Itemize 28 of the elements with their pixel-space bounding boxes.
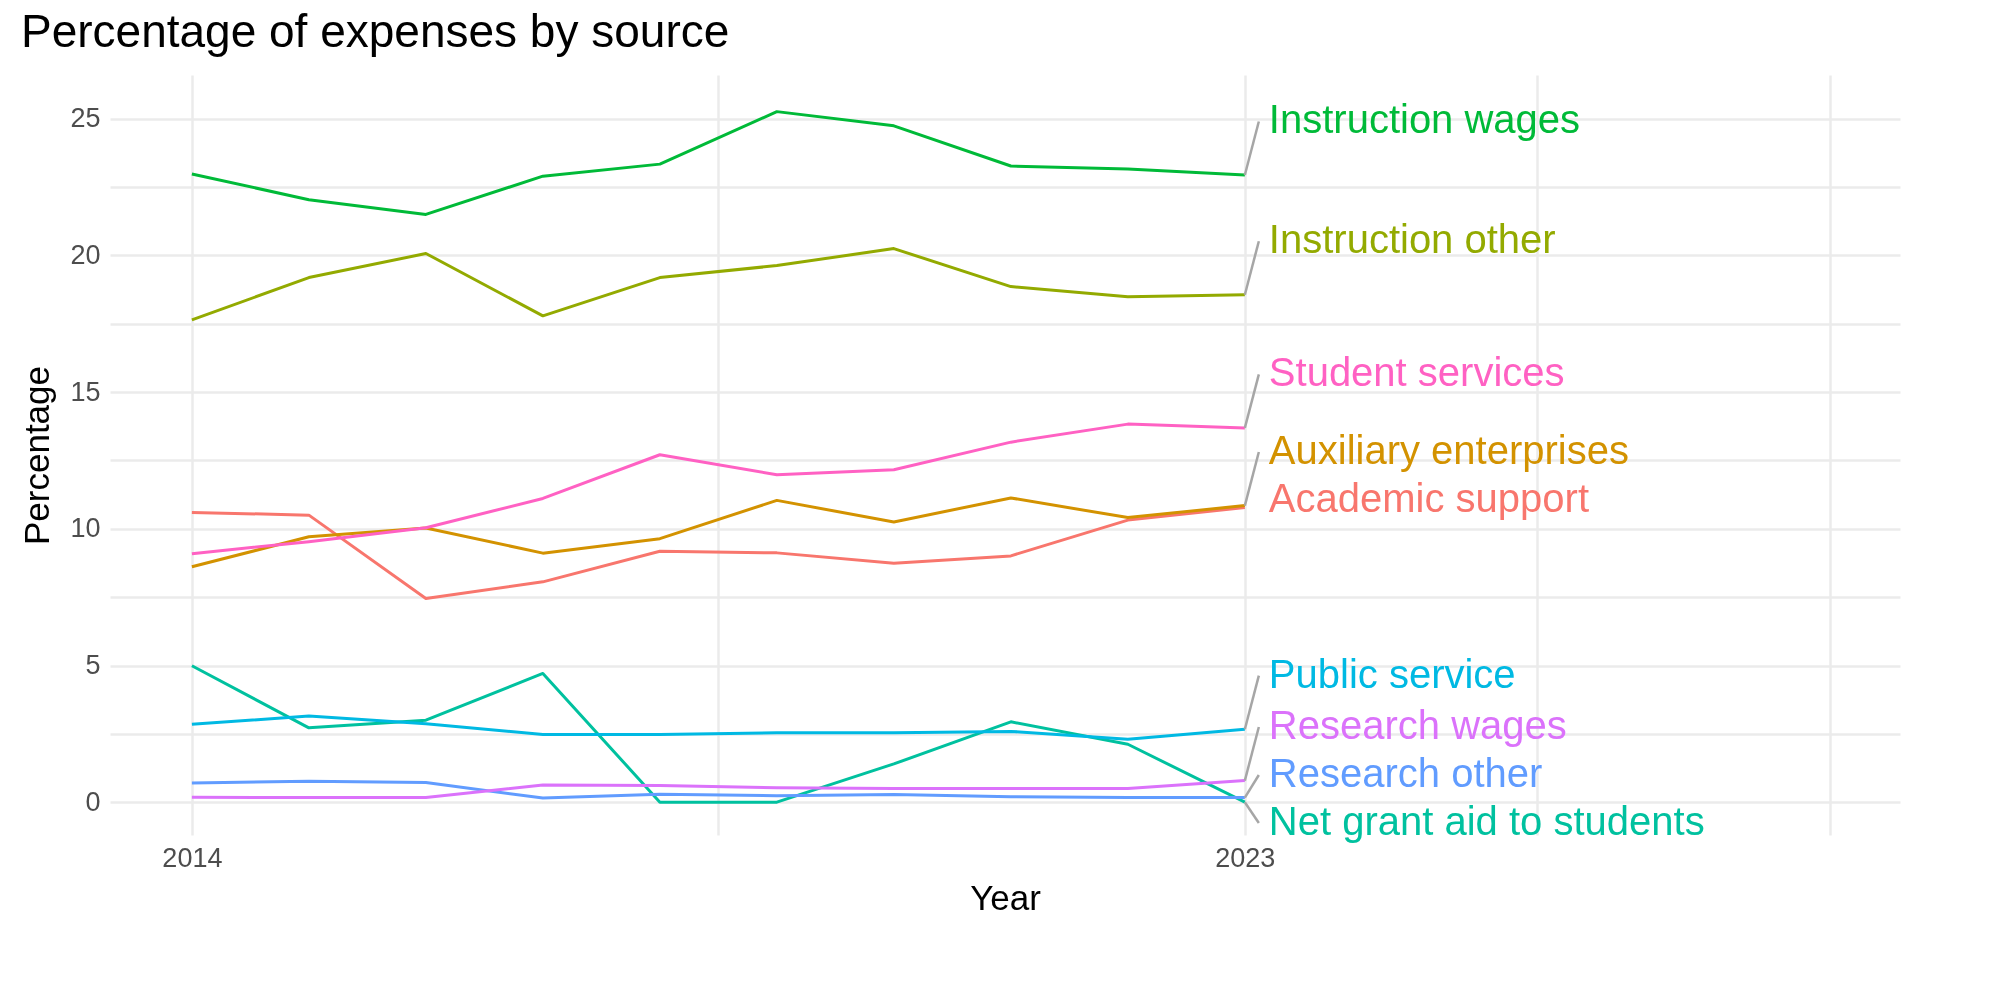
series-label: Instruction other xyxy=(1268,217,1556,262)
line-series xyxy=(190,496,1247,569)
line-series xyxy=(190,779,1247,800)
y-tick-label: 20 xyxy=(70,239,101,270)
line-series xyxy=(190,247,1247,322)
x-tick-label: 2014 xyxy=(162,842,223,873)
line-series xyxy=(190,664,1247,804)
series-label: Net grant aid to students xyxy=(1268,799,1705,843)
series-label: Research wages xyxy=(1268,703,1567,747)
y-tick-label: 15 xyxy=(70,376,101,407)
y-tick-label: 10 xyxy=(70,513,101,544)
series-label: Instruction wages xyxy=(1268,97,1581,142)
y-tick-label: 25 xyxy=(70,103,101,134)
y-axis-title: Percentage xyxy=(17,365,57,546)
x-axis-title: Year xyxy=(970,877,1042,917)
chart-title: Percentage of expenses by source xyxy=(20,5,730,57)
series-label: Public service xyxy=(1268,651,1516,696)
series-label: Student services xyxy=(1268,350,1565,395)
y-tick-label: 5 xyxy=(85,650,101,680)
x-tick-label: 2023 xyxy=(1215,842,1276,873)
line-series xyxy=(190,422,1247,556)
line-series xyxy=(190,714,1247,741)
line-series xyxy=(190,110,1247,216)
series-label: Academic support xyxy=(1268,475,1589,520)
series-label: Research other xyxy=(1268,751,1543,795)
line-series xyxy=(190,505,1247,601)
series-label: Auxiliary enterprises xyxy=(1268,427,1629,472)
y-tick-label: 0 xyxy=(85,786,101,817)
